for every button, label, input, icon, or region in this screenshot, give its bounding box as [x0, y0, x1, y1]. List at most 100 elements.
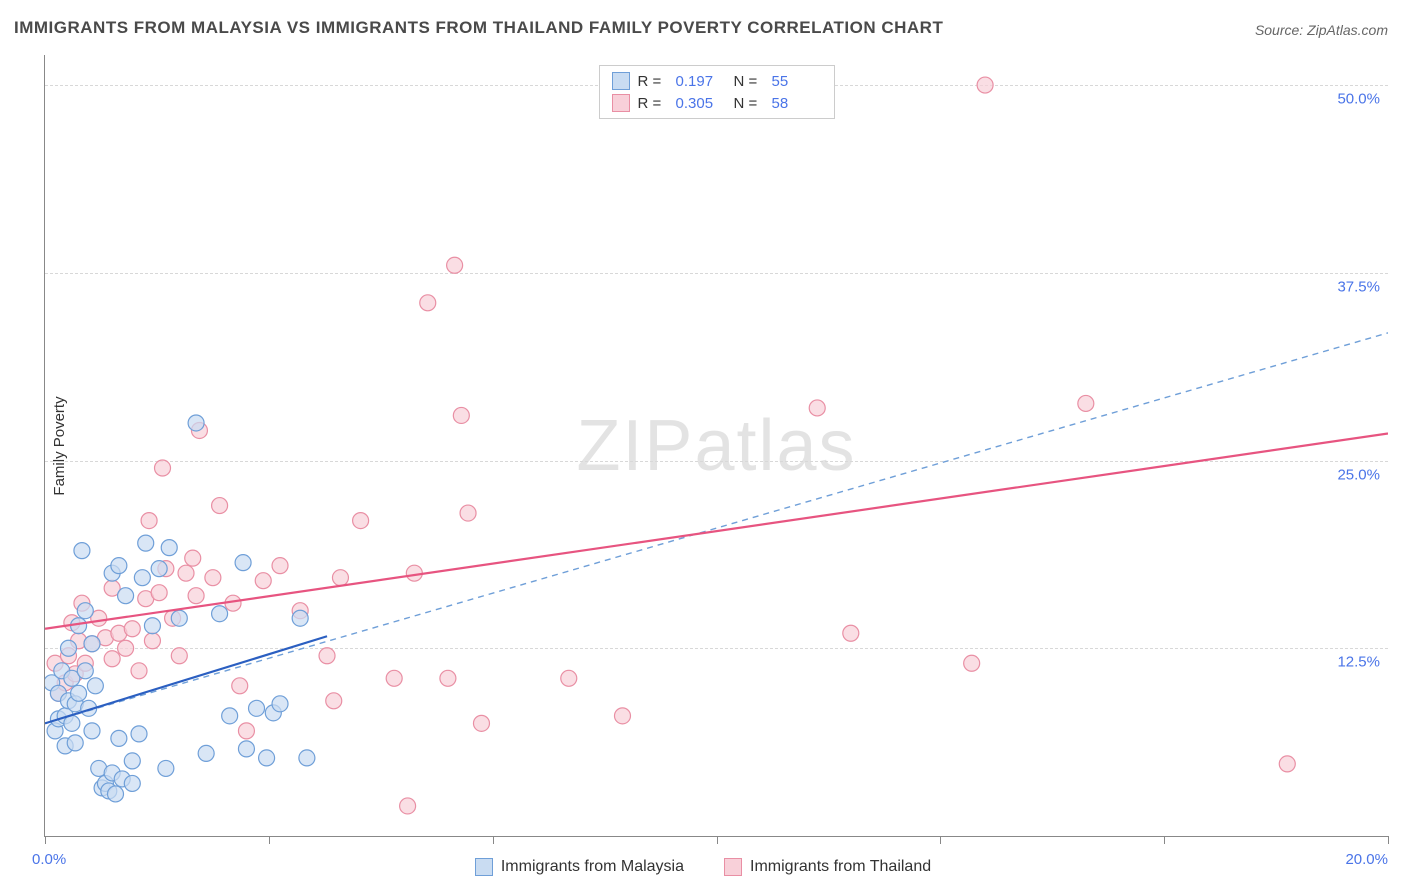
chart-title: IMMIGRANTS FROM MALAYSIA VS IMMIGRANTS F…: [14, 18, 943, 38]
scatter-point: [977, 77, 993, 93]
legend-label-thailand: Immigrants from Thailand: [750, 858, 931, 876]
scatter-point: [473, 715, 489, 731]
scatter-plot-svg: [45, 55, 1388, 836]
scatter-point: [111, 730, 127, 746]
scatter-point: [235, 555, 251, 571]
scatter-point: [108, 786, 124, 802]
scatter-point: [118, 588, 134, 604]
scatter-point: [299, 750, 315, 766]
scatter-point: [222, 708, 238, 724]
scatter-point: [131, 663, 147, 679]
scatter-point: [171, 610, 187, 626]
scatter-point: [185, 550, 201, 566]
trend-line: [45, 333, 1388, 724]
scatter-point: [158, 760, 174, 776]
x-tick: [493, 836, 494, 844]
scatter-point: [614, 708, 630, 724]
scatter-point: [178, 565, 194, 581]
scatter-point: [843, 625, 859, 641]
scatter-point: [447, 257, 463, 273]
scatter-point: [205, 570, 221, 586]
r-value-thailand: 0.305: [676, 95, 726, 112]
scatter-point: [964, 655, 980, 671]
scatter-point: [134, 570, 150, 586]
scatter-point: [319, 648, 335, 664]
scatter-point: [272, 696, 288, 712]
x-tick: [269, 836, 270, 844]
x-tick: [717, 836, 718, 844]
series-legend: Immigrants from Malaysia Immigrants from…: [0, 858, 1406, 876]
scatter-point: [238, 741, 254, 757]
stats-legend: R = 0.197 N = 55 R = 0.305 N = 58: [599, 65, 835, 119]
stats-row-thailand: R = 0.305 N = 58: [612, 92, 822, 114]
scatter-point: [151, 561, 167, 577]
scatter-point: [171, 648, 187, 664]
legend-item-thailand: Immigrants from Thailand: [724, 858, 931, 876]
scatter-point: [440, 670, 456, 686]
scatter-point: [124, 753, 140, 769]
scatter-point: [238, 723, 254, 739]
scatter-point: [255, 573, 271, 589]
scatter-point: [161, 540, 177, 556]
scatter-point: [144, 633, 160, 649]
scatter-point: [332, 570, 348, 586]
scatter-point: [74, 543, 90, 559]
scatter-point: [155, 460, 171, 476]
scatter-point: [188, 415, 204, 431]
scatter-point: [460, 505, 476, 521]
scatter-point: [77, 603, 93, 619]
scatter-point: [561, 670, 577, 686]
scatter-point: [809, 400, 825, 416]
scatter-point: [141, 513, 157, 529]
chart-plot-area: ZIPatlas 12.5%25.0%37.5%50.0% R = 0.197 …: [44, 55, 1388, 837]
scatter-point: [353, 513, 369, 529]
n-value-thailand: 58: [772, 95, 822, 112]
scatter-point: [84, 636, 100, 652]
x-tick: [1164, 836, 1165, 844]
r-label: R =: [638, 95, 668, 112]
n-label: N =: [734, 73, 764, 90]
scatter-point: [292, 610, 308, 626]
x-tick: [1388, 836, 1389, 844]
swatch-malaysia-icon: [612, 72, 630, 90]
scatter-point: [420, 295, 436, 311]
scatter-point: [188, 588, 204, 604]
x-tick: [940, 836, 941, 844]
scatter-point: [61, 640, 77, 656]
scatter-point: [144, 618, 160, 634]
n-label: N =: [734, 95, 764, 112]
swatch-malaysia-icon: [475, 858, 493, 876]
r-value-malaysia: 0.197: [676, 73, 726, 90]
scatter-point: [67, 735, 83, 751]
scatter-point: [249, 700, 265, 716]
trend-line: [45, 433, 1388, 628]
scatter-point: [272, 558, 288, 574]
scatter-point: [77, 663, 93, 679]
swatch-thailand-icon: [612, 94, 630, 112]
scatter-point: [118, 640, 134, 656]
n-value-malaysia: 55: [772, 73, 822, 90]
x-tick: [45, 836, 46, 844]
scatter-point: [87, 678, 103, 694]
scatter-point: [111, 558, 127, 574]
scatter-point: [138, 535, 154, 551]
scatter-point: [326, 693, 342, 709]
r-label: R =: [638, 73, 668, 90]
scatter-point: [84, 723, 100, 739]
scatter-point: [131, 726, 147, 742]
scatter-point: [124, 621, 140, 637]
scatter-point: [212, 606, 228, 622]
scatter-point: [212, 498, 228, 514]
scatter-point: [124, 775, 140, 791]
scatter-point: [151, 585, 167, 601]
legend-label-malaysia: Immigrants from Malaysia: [501, 858, 684, 876]
scatter-point: [71, 685, 87, 701]
scatter-point: [259, 750, 275, 766]
source-attribution: Source: ZipAtlas.com: [1255, 22, 1388, 38]
scatter-point: [232, 678, 248, 694]
swatch-thailand-icon: [724, 858, 742, 876]
scatter-point: [453, 407, 469, 423]
scatter-point: [400, 798, 416, 814]
scatter-point: [1078, 395, 1094, 411]
scatter-point: [1279, 756, 1295, 772]
